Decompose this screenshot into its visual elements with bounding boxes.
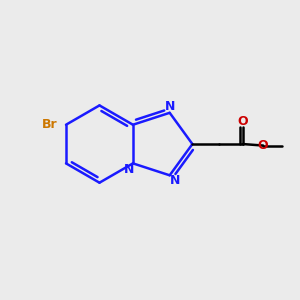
Text: N: N: [170, 174, 180, 187]
Text: N: N: [165, 100, 175, 113]
Text: N: N: [124, 164, 135, 176]
Text: O: O: [238, 115, 248, 128]
Text: O: O: [258, 139, 268, 152]
Text: Br: Br: [42, 118, 58, 131]
